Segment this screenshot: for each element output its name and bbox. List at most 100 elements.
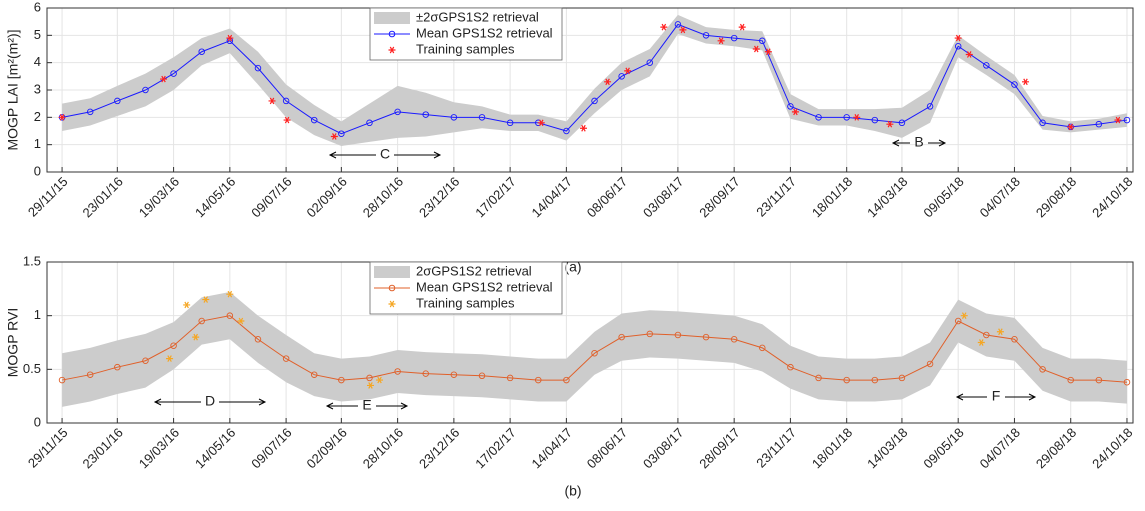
training-sample [965,51,973,58]
mean-marker [254,64,262,72]
mean-marker [787,363,794,371]
x-tick-label: 08/06/17 [584,425,630,471]
x-tick-label: 14/03/18 [864,174,910,220]
legend-label: 2σGPS1S2 retrieval [416,263,532,278]
mean-marker [478,114,486,121]
x-tick-label: 14/05/16 [192,174,238,220]
legend-label: Training samples [416,295,515,310]
x-tick-label: 28/10/16 [360,174,406,220]
training-sample [960,312,968,319]
x-tick-label: 03/08/17 [640,174,686,220]
mean-marker [843,114,850,121]
training-sample [537,119,545,127]
x-tick-label: 09/07/16 [248,425,294,471]
annotation-label: F [992,388,1001,404]
mean-marker [563,376,570,384]
training-sample [166,355,174,362]
x-tick-label: 23/01/16 [79,425,125,471]
x-tick-label: 29/11/15 [25,425,71,471]
plot-frame [46,7,1134,173]
annotation-label: D [205,393,215,409]
mean-marker [871,116,879,124]
mean-marker [591,97,598,105]
y-axis-label: MOGP RVI [5,308,21,378]
training-sample [330,133,338,140]
x-tick-label: 28/09/17 [696,174,742,220]
x-tick-label: 18/01/18 [809,174,855,220]
training-sample [366,382,374,389]
mean-marker [198,317,205,325]
mean-marker [1067,376,1074,384]
x-tick-label: 24/10/18 [1089,425,1135,471]
training-sample [1022,78,1030,86]
mean-marker [563,127,570,135]
training-sample [192,333,200,341]
training-sample [376,376,384,384]
mean-marker [86,108,94,116]
training-sample [202,296,210,303]
x-tick-label: 17/02/17 [472,174,518,220]
annotation-label: C [380,146,390,162]
training-sample [579,124,587,132]
mean-marker [926,360,934,368]
training-sample [183,301,191,309]
training-sample [160,75,168,83]
y-tick-label: 1 [34,307,41,322]
mean-marker [254,336,262,343]
training-sample [717,37,725,45]
mean-marker [450,371,458,378]
mean-marker [142,357,149,364]
mean-marker [618,73,625,80]
x-tick-label: 03/08/17 [640,425,686,471]
mean-marker [730,336,738,343]
y-axis-label: MOGP LAI [m²(m²)] [5,29,21,150]
mean-marker [815,374,822,382]
mean-marker [646,59,654,66]
y-tick-label: 5 [34,27,41,42]
mean-marker [1095,376,1103,384]
x-tick-label: 29/11/15 [25,174,71,220]
y-tick-label: 1.5 [23,253,41,268]
mean-marker [114,97,121,105]
mean-marker [674,21,682,28]
mean-marker [702,333,710,341]
mean-marker [338,376,345,384]
x-tick-label: 23/11/17 [753,425,799,471]
mean-marker [226,312,234,319]
mean-marker [871,376,879,384]
x-tick-label: 17/02/17 [472,425,518,471]
x-tick-label: 04/07/18 [977,174,1023,220]
mean-marker [618,333,625,341]
training-sample [679,26,687,34]
mean-marker [86,371,94,378]
legend-label: Mean GPS1S2 retrieval [416,279,553,294]
mean-marker [310,116,318,124]
y-tick-label: 1 [34,136,41,151]
mean-marker [787,103,794,110]
training-sample [624,67,632,75]
x-tick-label: 23/12/16 [416,174,462,220]
mean-marker [759,344,766,352]
mean-marker [954,317,962,325]
x-tick-label: 02/09/16 [304,174,350,220]
mean-marker [535,376,542,384]
mean-marker [282,97,290,105]
mean-marker [591,349,598,357]
mean-marker [702,32,710,39]
mean-marker [1039,119,1046,127]
training-sample [283,116,291,124]
x-tick-label: 24/10/18 [1089,174,1135,220]
mean-marker [954,43,962,50]
x-tick-label: 14/04/17 [529,174,575,220]
x-tick-label: 19/03/16 [136,425,182,471]
mean-marker [1039,366,1046,373]
x-tick-label: 09/05/18 [920,425,966,471]
x-tick-label: 14/05/16 [192,425,238,471]
y-tick-label: 0 [34,163,41,178]
annotation-arrow [325,402,409,410]
training-sample [954,34,962,42]
mean-marker [983,331,990,339]
x-tick-label: 18/01/18 [809,425,855,471]
x-tick-label: 23/01/16 [79,174,125,220]
